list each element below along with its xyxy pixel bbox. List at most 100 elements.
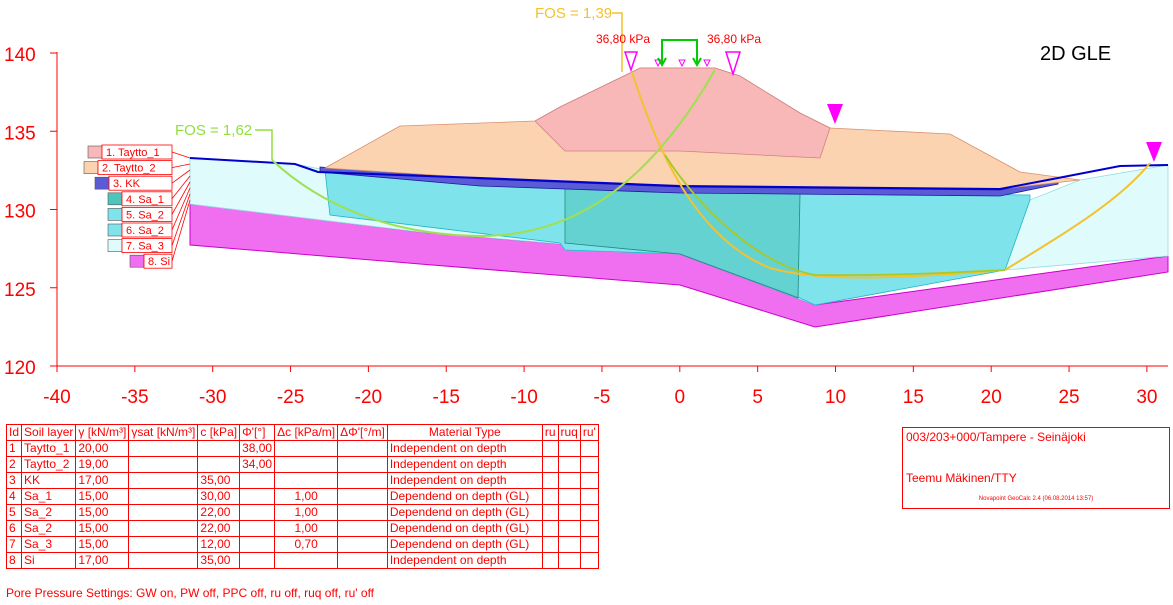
traffic-load-arrow-left [657, 57, 667, 68]
project-name: 003/203+000/Tampere - Seinäjoki [906, 430, 1086, 444]
slip-marker-right-2 [1146, 142, 1162, 162]
legend-swatch [107, 223, 123, 237]
table-cell [579, 504, 599, 521]
legend-leader-line [171, 163, 191, 168]
table-cell [579, 520, 599, 537]
table-cell: Independent on depth [386, 472, 543, 489]
table-cell: 0,70 [274, 536, 339, 553]
table-cell: Taytto_1 [21, 440, 77, 457]
table-row: 5 Sa_2 15,00 22,00 1,00 Dependend on depth (G… [5, 504, 599, 521]
pore-pressure-settings: Pore Pressure Settings: GW on, PW off, P… [6, 586, 375, 600]
table-cell: 30,00 [197, 488, 241, 505]
load-label-right: 36,80 kPa [707, 32, 761, 46]
table-cell [579, 552, 599, 569]
legend-swatch [107, 192, 123, 206]
table-row: 8 Si 17,00 35,00 Independent on depth [5, 552, 599, 569]
table-cell: 22,00 [197, 504, 241, 521]
legend-leader-line [171, 169, 191, 184]
small-triangle-2 [678, 59, 686, 68]
table-cell: Dependend on depth (GL) [386, 504, 543, 521]
software-version: Novapoint GeoCalc 2.4 (06.08.2014 13:57) [978, 496, 1094, 502]
legend-leader-line [171, 187, 191, 231]
table-cell: Si [21, 552, 77, 569]
legend-label: 6. Sa_2 [126, 225, 164, 237]
load-triangle-right [724, 51, 742, 77]
table-cell: Dependend on depth (GL) [386, 488, 543, 505]
table-cell [239, 472, 276, 489]
legend-swatch [94, 176, 110, 190]
layer-taytto1 [534, 67, 831, 159]
table-cell [579, 536, 599, 553]
table-cell [579, 472, 599, 489]
table-cell [239, 488, 276, 505]
table-cell: 34,00 [239, 456, 276, 473]
y-tick-label: 130 [4, 202, 36, 223]
table-cell: 3 [5, 472, 23, 489]
table-row: 7 Sa_3 15,00 12,00 0,70 Dependend on depth (G… [5, 536, 599, 553]
project-info-box: 003/203+000/Tampere - Seinäjoki Teemu Mä… [902, 427, 1170, 509]
y-tick-label: 135 [4, 123, 36, 144]
table-cell: 2 [5, 456, 23, 473]
legend-swatch [107, 239, 123, 252]
table-cell: Dependend on depth (GL) [386, 536, 543, 553]
table-cell: Sa_2 [21, 504, 77, 521]
table-cell [579, 456, 599, 473]
table-cell [541, 472, 559, 489]
x-tick-label: 5 [752, 387, 763, 408]
legend-label: 4. Sa_1 [126, 194, 164, 206]
table-cell [579, 440, 599, 457]
table-cell: Independent on depth [386, 440, 543, 457]
table-cell: Dependend on depth (GL) [386, 520, 543, 537]
legend-label: 3. KK [113, 178, 141, 190]
x-tick-label: -20 [355, 387, 382, 408]
table-cell: KK [21, 472, 77, 489]
x-tick-label: 30 [1136, 387, 1157, 408]
table-cell: Taytto_2 [21, 456, 77, 473]
x-tick-label: 20 [981, 387, 1002, 408]
table-cell [274, 456, 339, 473]
x-tick-label: -10 [510, 387, 537, 408]
table-cell: 15,00 [75, 504, 130, 521]
table-cell: 1,00 [274, 488, 339, 505]
table-cell [579, 488, 599, 505]
table-cell: 15,00 [75, 488, 130, 505]
table-cell [128, 440, 199, 457]
table-cell [557, 536, 581, 553]
table-cell [541, 440, 559, 457]
table-cell [128, 504, 199, 521]
table-cell: 1,00 [274, 504, 339, 521]
table-cell [541, 536, 559, 553]
table-cell [128, 456, 199, 473]
fos-leader-139 [612, 12, 623, 72]
table-cell: 20,00 [75, 440, 130, 457]
table-cell [337, 440, 388, 457]
table-cell [239, 504, 276, 521]
legend-label: 1. Taytto_1 [106, 147, 160, 159]
project-author: Teemu Mäkinen/TTY [906, 471, 1017, 485]
table-cell: Sa_1 [21, 488, 77, 505]
y-tick-label: 125 [4, 280, 36, 301]
table-cell: 17,00 [75, 472, 130, 489]
table-cell: 15,00 [75, 536, 130, 553]
table-cell [274, 440, 339, 457]
small-triangle-3 [703, 59, 711, 68]
legend-swatch [83, 161, 99, 174]
slip-surface-fos-139 [631, 71, 1151, 279]
table-cell [128, 488, 199, 505]
legend-leader-line [171, 181, 191, 215]
load-triangle-left [623, 51, 639, 73]
table-cell: 15,00 [75, 520, 130, 537]
table-cell [557, 440, 581, 457]
table-cell [541, 520, 559, 537]
legend-label: 8. Si [148, 256, 170, 268]
table-cell [128, 552, 199, 569]
legend-label: 7. Sa_3 [126, 241, 164, 253]
table-cell: 35,00 [197, 552, 241, 569]
table-cell: 12,00 [197, 536, 241, 553]
table-cell [557, 504, 581, 521]
table-cell [541, 456, 559, 473]
table-cell [274, 552, 339, 569]
table-cell: 38,00 [239, 440, 276, 457]
table-cell: 17,00 [75, 552, 130, 569]
fos-label-162: FOS = 1,62 [175, 122, 252, 139]
